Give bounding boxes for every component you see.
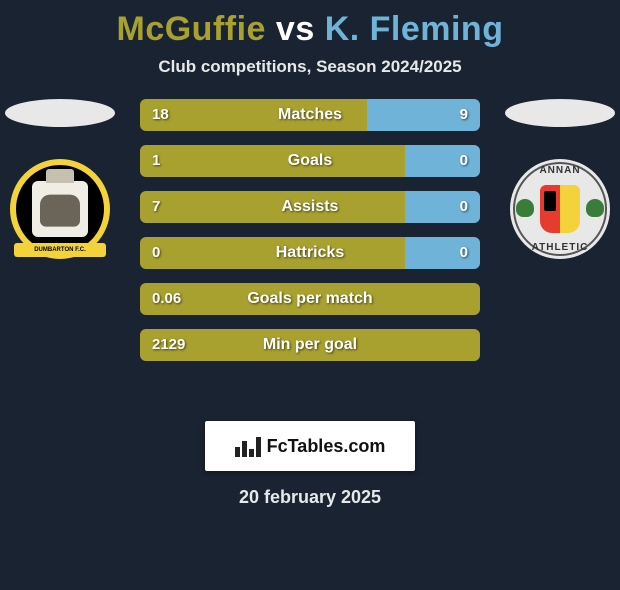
badge-bottom-text: ATHLETIC	[510, 242, 610, 253]
badge-top-text: ANNAN	[510, 165, 610, 176]
player1-club-badge: DUMBARTON F.C.	[10, 159, 110, 259]
player1-avatar-block: DUMBARTON F.C.	[0, 99, 120, 259]
brand-text: FcTables.com	[267, 436, 386, 457]
player1-value: 0.06	[152, 283, 181, 315]
badge-shield-icon	[540, 185, 580, 233]
player1-value: 0	[152, 237, 160, 269]
stat-row: Goals per match0.06	[140, 283, 480, 315]
footer-date: 20 february 2025	[0, 487, 620, 508]
stat-label: Goals	[140, 145, 480, 177]
avatar-shadow-icon	[505, 99, 615, 127]
stat-row: Min per goal2129	[140, 329, 480, 361]
badge-thistle-icon	[516, 199, 534, 217]
comparison-arena: DUMBARTON F.C. ANNAN ATHLETIC Matches18 9…	[0, 99, 620, 419]
stat-label: Assists	[140, 191, 480, 223]
comparison-title: McGuffie vs K. Fleming	[0, 10, 620, 49]
stat-row: Matches18 9	[140, 99, 480, 131]
brand-box: FcTables.com	[205, 421, 415, 471]
stat-bars: Matches189Goals10Assists70Hattricks00Goa…	[140, 99, 480, 375]
stat-row: Goals1 0	[140, 145, 480, 177]
player2-value: 9	[460, 99, 468, 131]
badge-castle-icon	[32, 181, 88, 237]
player1-value: 7	[152, 191, 160, 223]
player1-value: 2129	[152, 329, 185, 361]
player2-value: 0	[460, 237, 468, 269]
vs-text: vs	[276, 10, 315, 48]
player2-value: 0	[460, 145, 468, 177]
player2-club-badge: ANNAN ATHLETIC	[510, 159, 610, 259]
player1-value: 1	[152, 145, 160, 177]
badge-thistle-icon	[586, 199, 604, 217]
stat-row: Hattricks0 0	[140, 237, 480, 269]
stat-label: Min per goal	[140, 329, 480, 361]
player2-avatar-block: ANNAN ATHLETIC	[500, 99, 620, 259]
badge-banner: DUMBARTON F.C.	[14, 243, 106, 257]
stat-label: Goals per match	[140, 283, 480, 315]
player2-name: K. Fleming	[325, 10, 504, 48]
stat-row: Assists7 0	[140, 191, 480, 223]
player1-name: McGuffie	[117, 10, 266, 48]
stat-label: Hattricks	[140, 237, 480, 269]
stat-label: Matches	[140, 99, 480, 131]
barchart-icon	[235, 435, 261, 457]
badge-elephant-icon	[40, 195, 80, 227]
subtitle: Club competitions, Season 2024/2025	[0, 57, 620, 77]
player2-value: 0	[460, 191, 468, 223]
avatar-shadow-icon	[5, 99, 115, 127]
player1-value: 18	[152, 99, 169, 131]
